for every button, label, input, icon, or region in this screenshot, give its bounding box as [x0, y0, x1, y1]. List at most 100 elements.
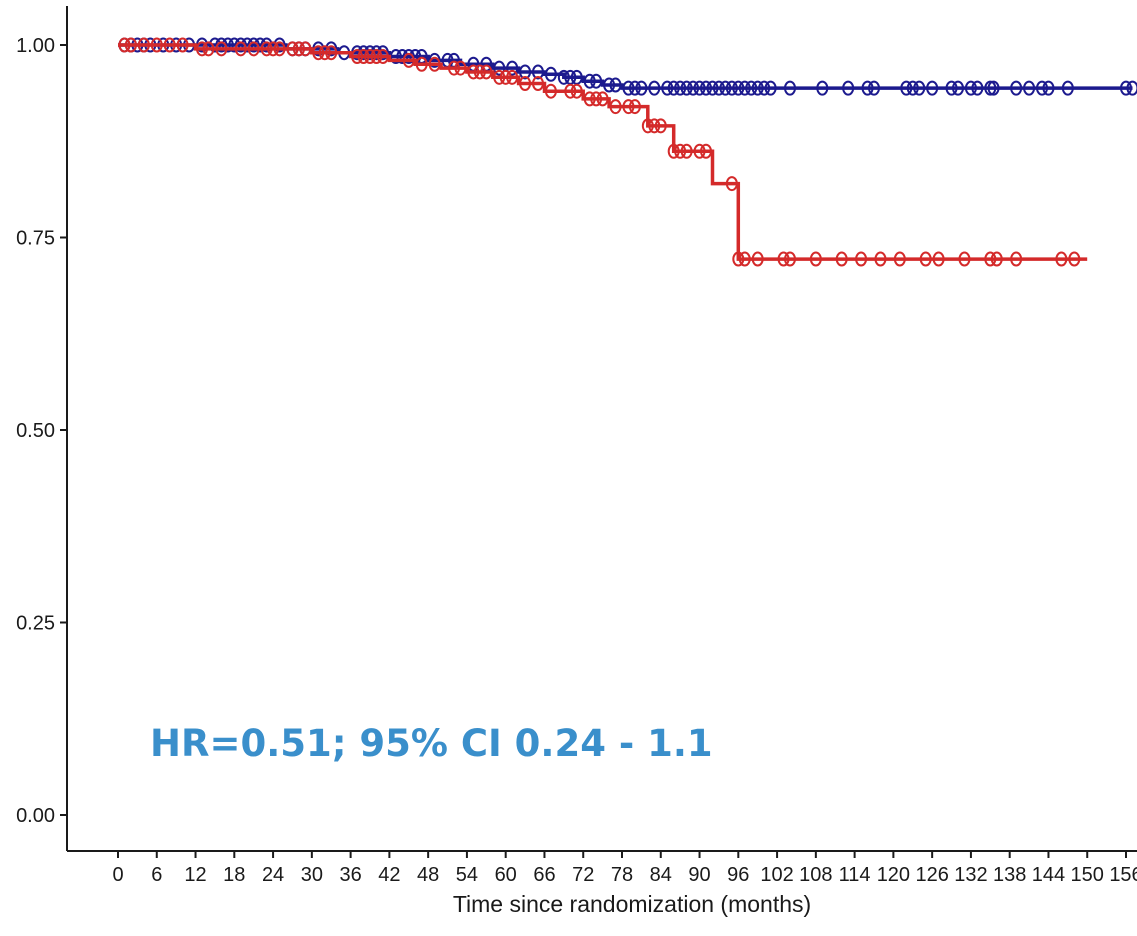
censor-mark: [506, 60, 519, 76]
censor-mark: [583, 91, 596, 107]
censor-mark: [480, 64, 493, 80]
censor-mark: [312, 45, 325, 61]
censor-mark: [952, 80, 964, 96]
censor-mark: [816, 80, 829, 96]
censor-mark: [454, 60, 467, 76]
censor-mark: [234, 41, 247, 57]
censor-mark: [396, 49, 409, 65]
censor-mark: [351, 49, 364, 65]
censor-mark: [299, 41, 312, 57]
x-tick-label: 54: [456, 864, 478, 886]
plot-series: [118, 37, 1137, 267]
censor-mark: [964, 80, 977, 96]
censor-mark: [628, 99, 641, 115]
censor-mark: [415, 56, 428, 72]
censor-mark: [893, 251, 906, 267]
survival-series-1: [118, 37, 1137, 96]
survival-curve-line: [118, 43, 1088, 261]
x-tick-label: 36: [339, 864, 361, 886]
x-axis: 0 6 12 18 24 30 36 42 48 54 60 66 72 78 84 90 96 102 108 11…: [67, 850, 1137, 886]
censor-mark: [260, 41, 273, 57]
censor-mark: [712, 80, 725, 96]
censor-mark: [1061, 80, 1074, 96]
censor-mark: [809, 251, 822, 267]
censor-mark: [926, 80, 939, 96]
x-tick-label: 96: [727, 864, 749, 886]
x-tick-label: 126: [915, 864, 948, 886]
x-tick-label: 108: [799, 864, 832, 886]
censor-mark: [208, 37, 221, 53]
x-tick-label: 72: [572, 864, 594, 886]
x-tick-label: 24: [262, 864, 284, 886]
censor-mark: [493, 69, 506, 85]
censor-mark: [544, 66, 557, 82]
x-tick-label: 102: [760, 864, 793, 886]
censor-mark: [1036, 80, 1048, 96]
censor-mark: [971, 80, 984, 96]
censor-mark: [532, 76, 544, 91]
censor-mark: [732, 80, 745, 96]
censor-mark: [745, 80, 758, 96]
censor-mark: [254, 37, 267, 53]
censor-mark: [984, 251, 997, 267]
censor-mark: [1126, 80, 1137, 96]
censor-mark: [958, 251, 971, 267]
censor-mark: [499, 69, 512, 85]
censor-mark: [700, 80, 712, 96]
x-tick-label: 30: [301, 864, 323, 886]
x-tick-label: 156: [1109, 864, 1137, 886]
censor-mark: [641, 118, 654, 134]
censor-mark: [855, 251, 868, 267]
censor-mark: [241, 37, 254, 53]
y-axis: 0.00 0.25 0.50 0.75 1.00: [16, 6, 68, 851]
censor-mark: [596, 91, 609, 107]
censor-mark: [370, 49, 383, 65]
x-tick-label: 66: [533, 864, 555, 886]
censor-mark: [519, 64, 532, 80]
censor-mark: [137, 37, 150, 53]
censor-mark: [228, 37, 241, 53]
censor-mark: [990, 251, 1003, 267]
censor-mark: [557, 69, 570, 85]
censor-mark: [693, 80, 706, 96]
censor-mark: [1010, 80, 1023, 96]
censor-mark: [532, 64, 544, 80]
x-tick-label: 0: [112, 864, 123, 886]
x-tick-label: 42: [378, 864, 400, 886]
censor-mark: [590, 91, 603, 107]
censor-mark: [564, 83, 577, 99]
censor-mark: [648, 118, 661, 134]
censor-mark: [784, 251, 796, 267]
hazard-ratio-annotation: HR=0.51; 95% CI 0.24 - 1.1: [150, 722, 713, 765]
censor-mark: [648, 80, 661, 96]
censor-mark: [118, 37, 131, 53]
censor-mark: [842, 80, 855, 96]
censor-mark: [273, 41, 286, 57]
censor-mark: [196, 41, 208, 57]
censor-mark: [292, 41, 305, 57]
censor-mark: [506, 69, 519, 85]
censor-mark: [680, 80, 693, 96]
x-tick-label: 60: [495, 864, 517, 886]
censor-mark: [473, 64, 486, 80]
censor-mark: [758, 80, 771, 96]
censor-mark: [603, 77, 616, 93]
x-tick-label: 6: [151, 864, 162, 886]
x-tick-label: 12: [184, 864, 206, 886]
x-tick-label: 84: [650, 864, 672, 886]
y-tick-label: 0.50: [16, 420, 55, 442]
censor-mark: [751, 80, 764, 96]
y-tick-label: 1.00: [16, 35, 55, 57]
censor-mark: [150, 37, 163, 53]
y-ticks: 0.00 0.25 0.50 0.75 1.00: [16, 35, 67, 827]
censor-mark: [1068, 251, 1081, 267]
censor-mark: [725, 176, 738, 192]
censor-mark: [202, 41, 215, 57]
censor-mark: [176, 37, 189, 53]
censor-mark: [751, 251, 764, 267]
censor-mark: [764, 80, 777, 96]
censor-mark: [654, 118, 667, 134]
censor-mark: [680, 143, 693, 159]
censor-mark: [1042, 80, 1055, 96]
